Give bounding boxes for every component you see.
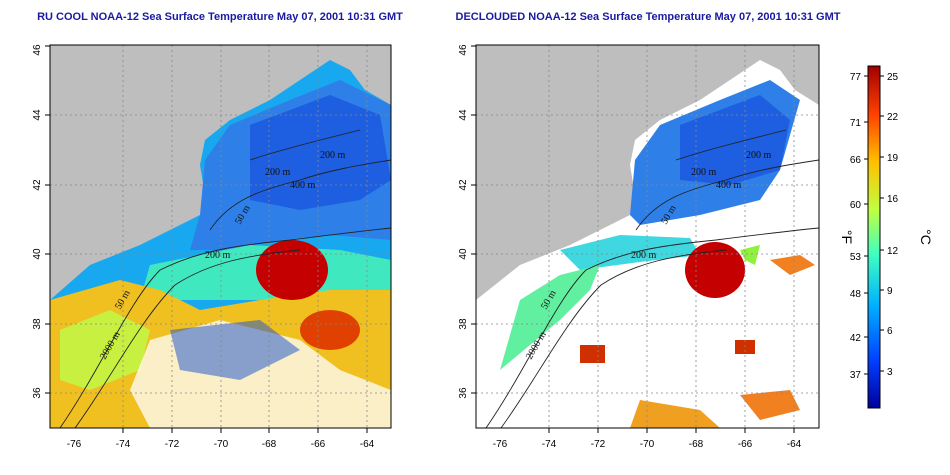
left-map-title: RU COOL NOAA-12 Sea Surface Temperature … xyxy=(37,11,403,23)
c-tick-label: 22 xyxy=(887,112,899,123)
c-tick-label: 16 xyxy=(887,194,899,205)
lon-tick-label: -72 xyxy=(591,439,606,450)
contour-label: 200 m xyxy=(205,250,231,261)
lon-tick-label: -66 xyxy=(311,439,326,450)
colorbar-gradient xyxy=(867,65,881,409)
contour-label: 200 m xyxy=(320,150,346,161)
contour-label: 200 m xyxy=(631,250,657,261)
contour-label: 200 m xyxy=(746,150,772,161)
f-tick-label: 60 xyxy=(850,200,862,211)
contour-label: 400 m xyxy=(290,180,316,191)
warm-core-eddy xyxy=(685,242,745,298)
fahrenheit-label: °F xyxy=(839,230,855,244)
colorbar-ticks xyxy=(864,75,884,375)
c-tick-label: 25 xyxy=(887,72,899,83)
graticule xyxy=(50,45,391,428)
lon-tick-label: -74 xyxy=(542,439,557,450)
lat-tick-label: 38 xyxy=(458,318,469,330)
c-tick-label: 6 xyxy=(887,326,893,337)
lat-tick-label: 46 xyxy=(458,44,469,56)
contour-label: 400 m xyxy=(716,180,742,191)
right-axis-ticks xyxy=(471,45,795,433)
lat-tick-label: 44 xyxy=(458,109,469,121)
c-tick-label: 12 xyxy=(887,246,899,257)
lon-tick-label: -76 xyxy=(493,439,508,450)
lon-tick-label: -68 xyxy=(262,439,277,450)
lon-tick-label: -70 xyxy=(214,439,229,450)
lon-tick-label: -68 xyxy=(689,439,704,450)
lat-tick-label: 44 xyxy=(32,109,43,121)
lat-tick-label: 42 xyxy=(32,179,43,191)
lon-tick-label: -64 xyxy=(360,439,375,450)
c-tick-label: 19 xyxy=(887,153,899,164)
lat-tick-label: 42 xyxy=(458,179,469,191)
left-map: 200 m 400 m 200 m 50 m 2000 m 50 m 200 m xyxy=(50,45,391,428)
lat-tick-label: 36 xyxy=(32,387,43,399)
f-tick-label: 37 xyxy=(850,370,862,381)
left-axis-ticks xyxy=(45,45,368,433)
f-tick-label: 66 xyxy=(850,155,862,166)
f-tick-label: 48 xyxy=(850,289,862,300)
bathymetry-contours xyxy=(485,129,819,428)
lon-tick-label: -70 xyxy=(640,439,655,450)
c-tick-label: 9 xyxy=(887,286,893,297)
contour-label: 200 m xyxy=(691,167,717,178)
warm-core-eddy xyxy=(256,240,328,300)
right-map: 200 m 400 m 200 m 50 m 2000 m 50 m 200 m xyxy=(476,45,819,428)
f-tick-label: 77 xyxy=(850,72,862,83)
colorbar: 77 71 66 60 53 48 42 37 25 22 19 16 12 9… xyxy=(839,65,934,409)
lat-tick-label: 40 xyxy=(32,248,43,260)
bathymetry-contours xyxy=(59,129,391,428)
celsius-label: °C xyxy=(918,229,934,245)
c-tick-label: 3 xyxy=(887,367,893,378)
lat-tick-label: 36 xyxy=(458,387,469,399)
lon-tick-label: -64 xyxy=(787,439,802,450)
lat-tick-label: 46 xyxy=(32,44,43,56)
f-tick-label: 53 xyxy=(850,252,862,263)
lon-tick-label: -76 xyxy=(67,439,82,450)
lon-tick-label: -74 xyxy=(116,439,131,450)
lat-tick-label: 38 xyxy=(32,318,43,330)
right-map-title: DECLOUDED NOAA-12 Sea Surface Temperatur… xyxy=(456,11,841,23)
contour-label: 200 m xyxy=(265,167,291,178)
f-tick-label: 71 xyxy=(850,118,862,129)
lon-tick-label: -72 xyxy=(165,439,180,450)
lon-tick-label: -66 xyxy=(738,439,753,450)
f-tick-label: 42 xyxy=(850,333,862,344)
lat-tick-label: 40 xyxy=(458,248,469,260)
